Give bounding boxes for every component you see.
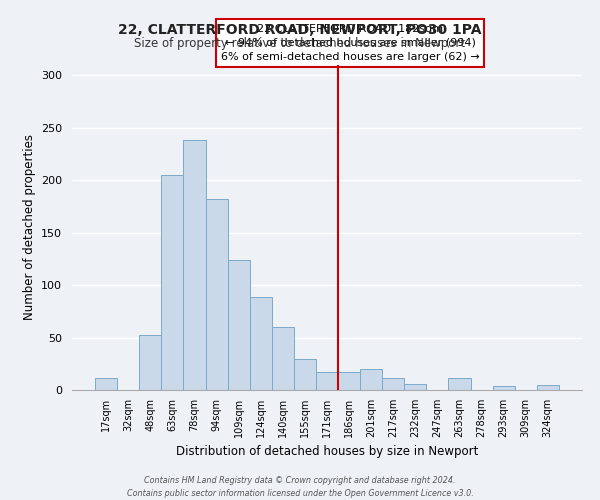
- Bar: [360, 369, 382, 390]
- Bar: [184, 140, 206, 390]
- Text: Contains HM Land Registry data © Crown copyright and database right 2024.
Contai: Contains HM Land Registry data © Crown c…: [127, 476, 473, 498]
- Bar: [95, 378, 117, 390]
- Y-axis label: Number of detached properties: Number of detached properties: [23, 134, 35, 320]
- Bar: [227, 260, 250, 390]
- Bar: [316, 372, 338, 390]
- Text: 22, CLATTERFORD ROAD, NEWPORT, PO30 1PA: 22, CLATTERFORD ROAD, NEWPORT, PO30 1PA: [118, 22, 482, 36]
- Bar: [294, 358, 316, 390]
- Text: Size of property relative to detached houses in Newport: Size of property relative to detached ho…: [134, 38, 466, 51]
- Text: 22 CLATTERFORD ROAD: 182sqm
← 94% of detached houses are smaller (994)
6% of sem: 22 CLATTERFORD ROAD: 182sqm ← 94% of det…: [221, 24, 479, 62]
- Bar: [272, 327, 294, 390]
- Bar: [338, 372, 360, 390]
- Bar: [448, 378, 470, 390]
- X-axis label: Distribution of detached houses by size in Newport: Distribution of detached houses by size …: [176, 446, 478, 458]
- Bar: [161, 175, 184, 390]
- Bar: [206, 199, 227, 390]
- Bar: [382, 378, 404, 390]
- Bar: [493, 386, 515, 390]
- Bar: [250, 296, 272, 390]
- Bar: [404, 384, 427, 390]
- Bar: [139, 336, 161, 390]
- Bar: [537, 385, 559, 390]
